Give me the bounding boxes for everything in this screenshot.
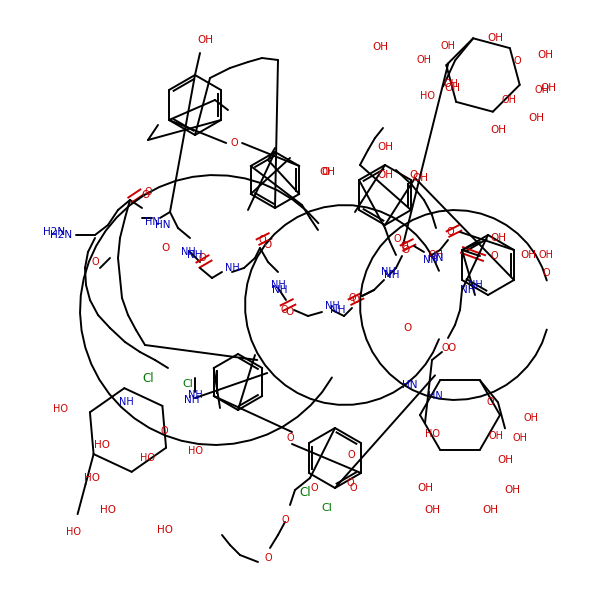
Text: OH: OH: [534, 85, 549, 95]
Text: O: O: [286, 307, 294, 317]
Text: O: O: [441, 343, 449, 353]
Text: O: O: [349, 483, 357, 493]
Text: OH: OH: [490, 233, 506, 243]
Text: NH: NH: [325, 301, 340, 311]
Text: O: O: [486, 397, 494, 407]
Text: NH: NH: [188, 390, 202, 400]
Text: Cl: Cl: [299, 485, 311, 499]
Text: NH: NH: [272, 285, 288, 295]
Text: NH: NH: [184, 395, 200, 405]
Text: OH: OH: [482, 505, 498, 515]
Text: NH: NH: [460, 285, 476, 295]
Text: O: O: [280, 305, 288, 315]
Text: OH: OH: [377, 170, 393, 180]
Text: OH: OH: [487, 33, 503, 43]
Text: O: O: [264, 553, 272, 563]
Text: HO: HO: [100, 505, 116, 515]
Text: Cl: Cl: [322, 503, 332, 513]
Text: O: O: [402, 245, 410, 255]
Text: OH: OH: [319, 167, 335, 177]
Text: O: O: [141, 190, 149, 200]
Text: NH: NH: [119, 397, 134, 407]
Text: HN: HN: [145, 217, 160, 227]
Text: O: O: [144, 187, 152, 197]
Text: OH: OH: [444, 83, 460, 93]
Text: HO: HO: [84, 473, 100, 483]
Text: O: O: [281, 515, 289, 525]
Text: HN: HN: [428, 391, 442, 401]
Text: O: O: [347, 450, 355, 460]
Text: OH: OH: [412, 173, 428, 183]
Text: O: O: [198, 253, 206, 263]
Text: HO: HO: [419, 91, 434, 101]
Text: OH: OH: [424, 505, 440, 515]
Text: OH: OH: [488, 431, 503, 440]
Text: O: O: [321, 167, 329, 177]
Text: NH: NH: [384, 270, 400, 280]
Text: OH: OH: [524, 413, 539, 423]
Text: HN: HN: [155, 220, 171, 230]
Text: OH: OH: [440, 41, 455, 51]
Text: HO: HO: [140, 453, 155, 463]
Text: O: O: [404, 323, 412, 333]
Text: OH: OH: [197, 35, 213, 45]
Text: OH: OH: [443, 79, 458, 89]
Text: H2N: H2N: [50, 230, 72, 240]
Text: O: O: [514, 56, 521, 67]
Text: HO: HO: [188, 446, 203, 456]
Text: O: O: [400, 241, 408, 251]
Text: O: O: [91, 257, 99, 267]
Text: O: O: [160, 426, 168, 436]
Text: O: O: [310, 483, 318, 493]
Text: HO: HO: [425, 428, 439, 439]
Text: OH: OH: [512, 433, 527, 443]
Text: O: O: [490, 251, 498, 261]
Text: Cl: Cl: [142, 371, 154, 385]
Text: OH: OH: [417, 55, 432, 65]
Text: NH: NH: [380, 267, 395, 277]
Text: O: O: [348, 293, 356, 303]
Text: OH: OH: [497, 455, 513, 465]
Text: HO: HO: [94, 440, 110, 450]
Text: O: O: [230, 138, 238, 148]
Text: HO: HO: [53, 404, 68, 414]
Text: Cl: Cl: [182, 379, 193, 389]
Text: O: O: [258, 235, 266, 245]
Text: H2N: H2N: [43, 227, 65, 237]
Text: O: O: [286, 433, 294, 443]
Text: OH: OH: [490, 125, 506, 135]
Text: OH: OH: [520, 250, 536, 260]
Text: NH: NH: [271, 280, 286, 290]
Text: OH: OH: [428, 250, 443, 260]
Text: O: O: [264, 240, 272, 250]
Text: NH: NH: [224, 263, 239, 273]
Text: OH: OH: [528, 113, 544, 123]
Text: HN: HN: [402, 380, 418, 390]
Text: NH: NH: [330, 305, 346, 315]
Text: HO: HO: [157, 525, 173, 535]
Text: O: O: [161, 243, 169, 253]
Text: NH: NH: [467, 280, 482, 290]
Text: O: O: [446, 227, 454, 237]
Text: O: O: [393, 234, 401, 244]
Text: O: O: [542, 268, 550, 278]
Text: OH: OH: [372, 42, 388, 52]
Text: HO: HO: [66, 527, 81, 537]
Text: O: O: [346, 478, 354, 488]
Text: NH: NH: [422, 255, 437, 265]
Text: NH: NH: [181, 247, 196, 257]
Text: O: O: [409, 170, 417, 180]
Text: OH: OH: [537, 50, 553, 60]
Text: OH: OH: [417, 483, 433, 493]
Text: OH: OH: [540, 83, 556, 93]
Text: OH: OH: [504, 485, 520, 495]
Text: HN: HN: [428, 253, 444, 263]
Text: OH: OH: [502, 95, 517, 105]
Text: O: O: [448, 343, 456, 353]
Text: NH: NH: [187, 250, 203, 260]
Text: O: O: [352, 295, 360, 305]
Text: OH: OH: [377, 142, 393, 152]
Text: OH: OH: [539, 250, 554, 260]
